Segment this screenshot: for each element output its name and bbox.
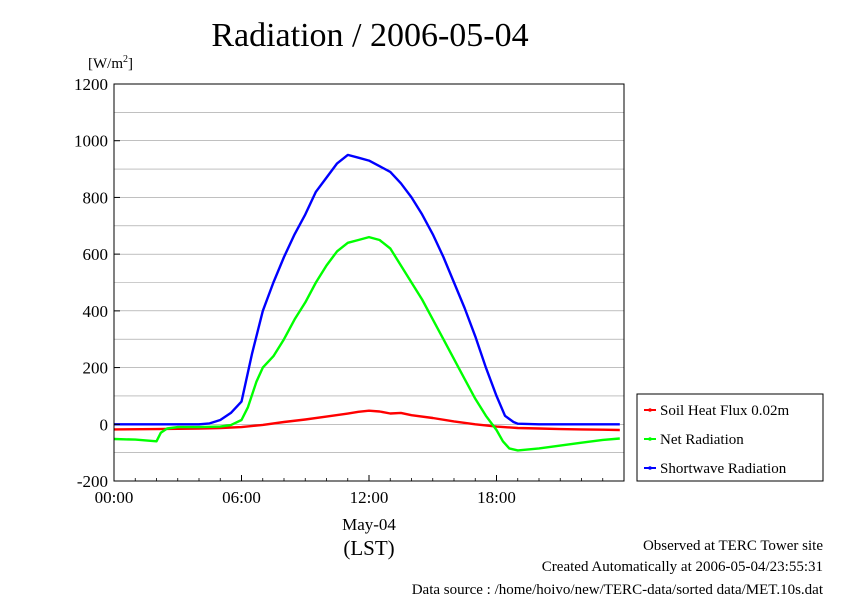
y-tick-label: 1000 (74, 132, 108, 151)
x-tick-label: 06:00 (222, 488, 261, 507)
y-tick-label: 0 (100, 415, 109, 434)
series-line-1 (113, 409, 620, 432)
footer-site: Observed at TERC Tower site (643, 538, 823, 554)
x-tick-label: 00:00 (95, 488, 134, 507)
series-line-3 (114, 153, 620, 426)
chart-title: Radiation / 2006-05-04 (211, 17, 528, 54)
legend-marker (648, 408, 652, 412)
y-tick-label: 800 (83, 188, 109, 207)
y-tick-label: 1200 (74, 75, 108, 94)
x-axis-label: (LST) (343, 536, 394, 560)
legend-box (636, 393, 824, 482)
y-tick-label: 400 (83, 302, 109, 321)
series-layer (113, 153, 620, 452)
x-tick-label: 18:00 (477, 488, 516, 507)
y-tick-label: 600 (83, 245, 109, 264)
x-date-label: May-04 (342, 515, 396, 534)
grid (114, 112, 624, 453)
legend: Soil Heat Flux 0.02m Net Radiation Shortwa… (636, 393, 824, 482)
y-tick-label: -200 (77, 472, 108, 491)
y-axis-unit: [W/m2] (88, 54, 133, 72)
legend-marker (648, 466, 652, 470)
footer-created: Created Automatically at 2006-05-04/23:5… (542, 559, 823, 575)
y-tick-label: 200 (83, 359, 109, 378)
legend-label: Soil Heat Flux 0.02m (660, 403, 790, 419)
legend-label: Shortwave Radiation (660, 461, 787, 477)
legend-label: Net Radiation (660, 432, 744, 448)
footer-source: Data source : /home/hoivo/new/TERC-data/… (412, 582, 824, 595)
series-line-2 (113, 235, 620, 452)
x-tick-label: 12:00 (350, 488, 389, 507)
legend-marker (648, 437, 652, 441)
